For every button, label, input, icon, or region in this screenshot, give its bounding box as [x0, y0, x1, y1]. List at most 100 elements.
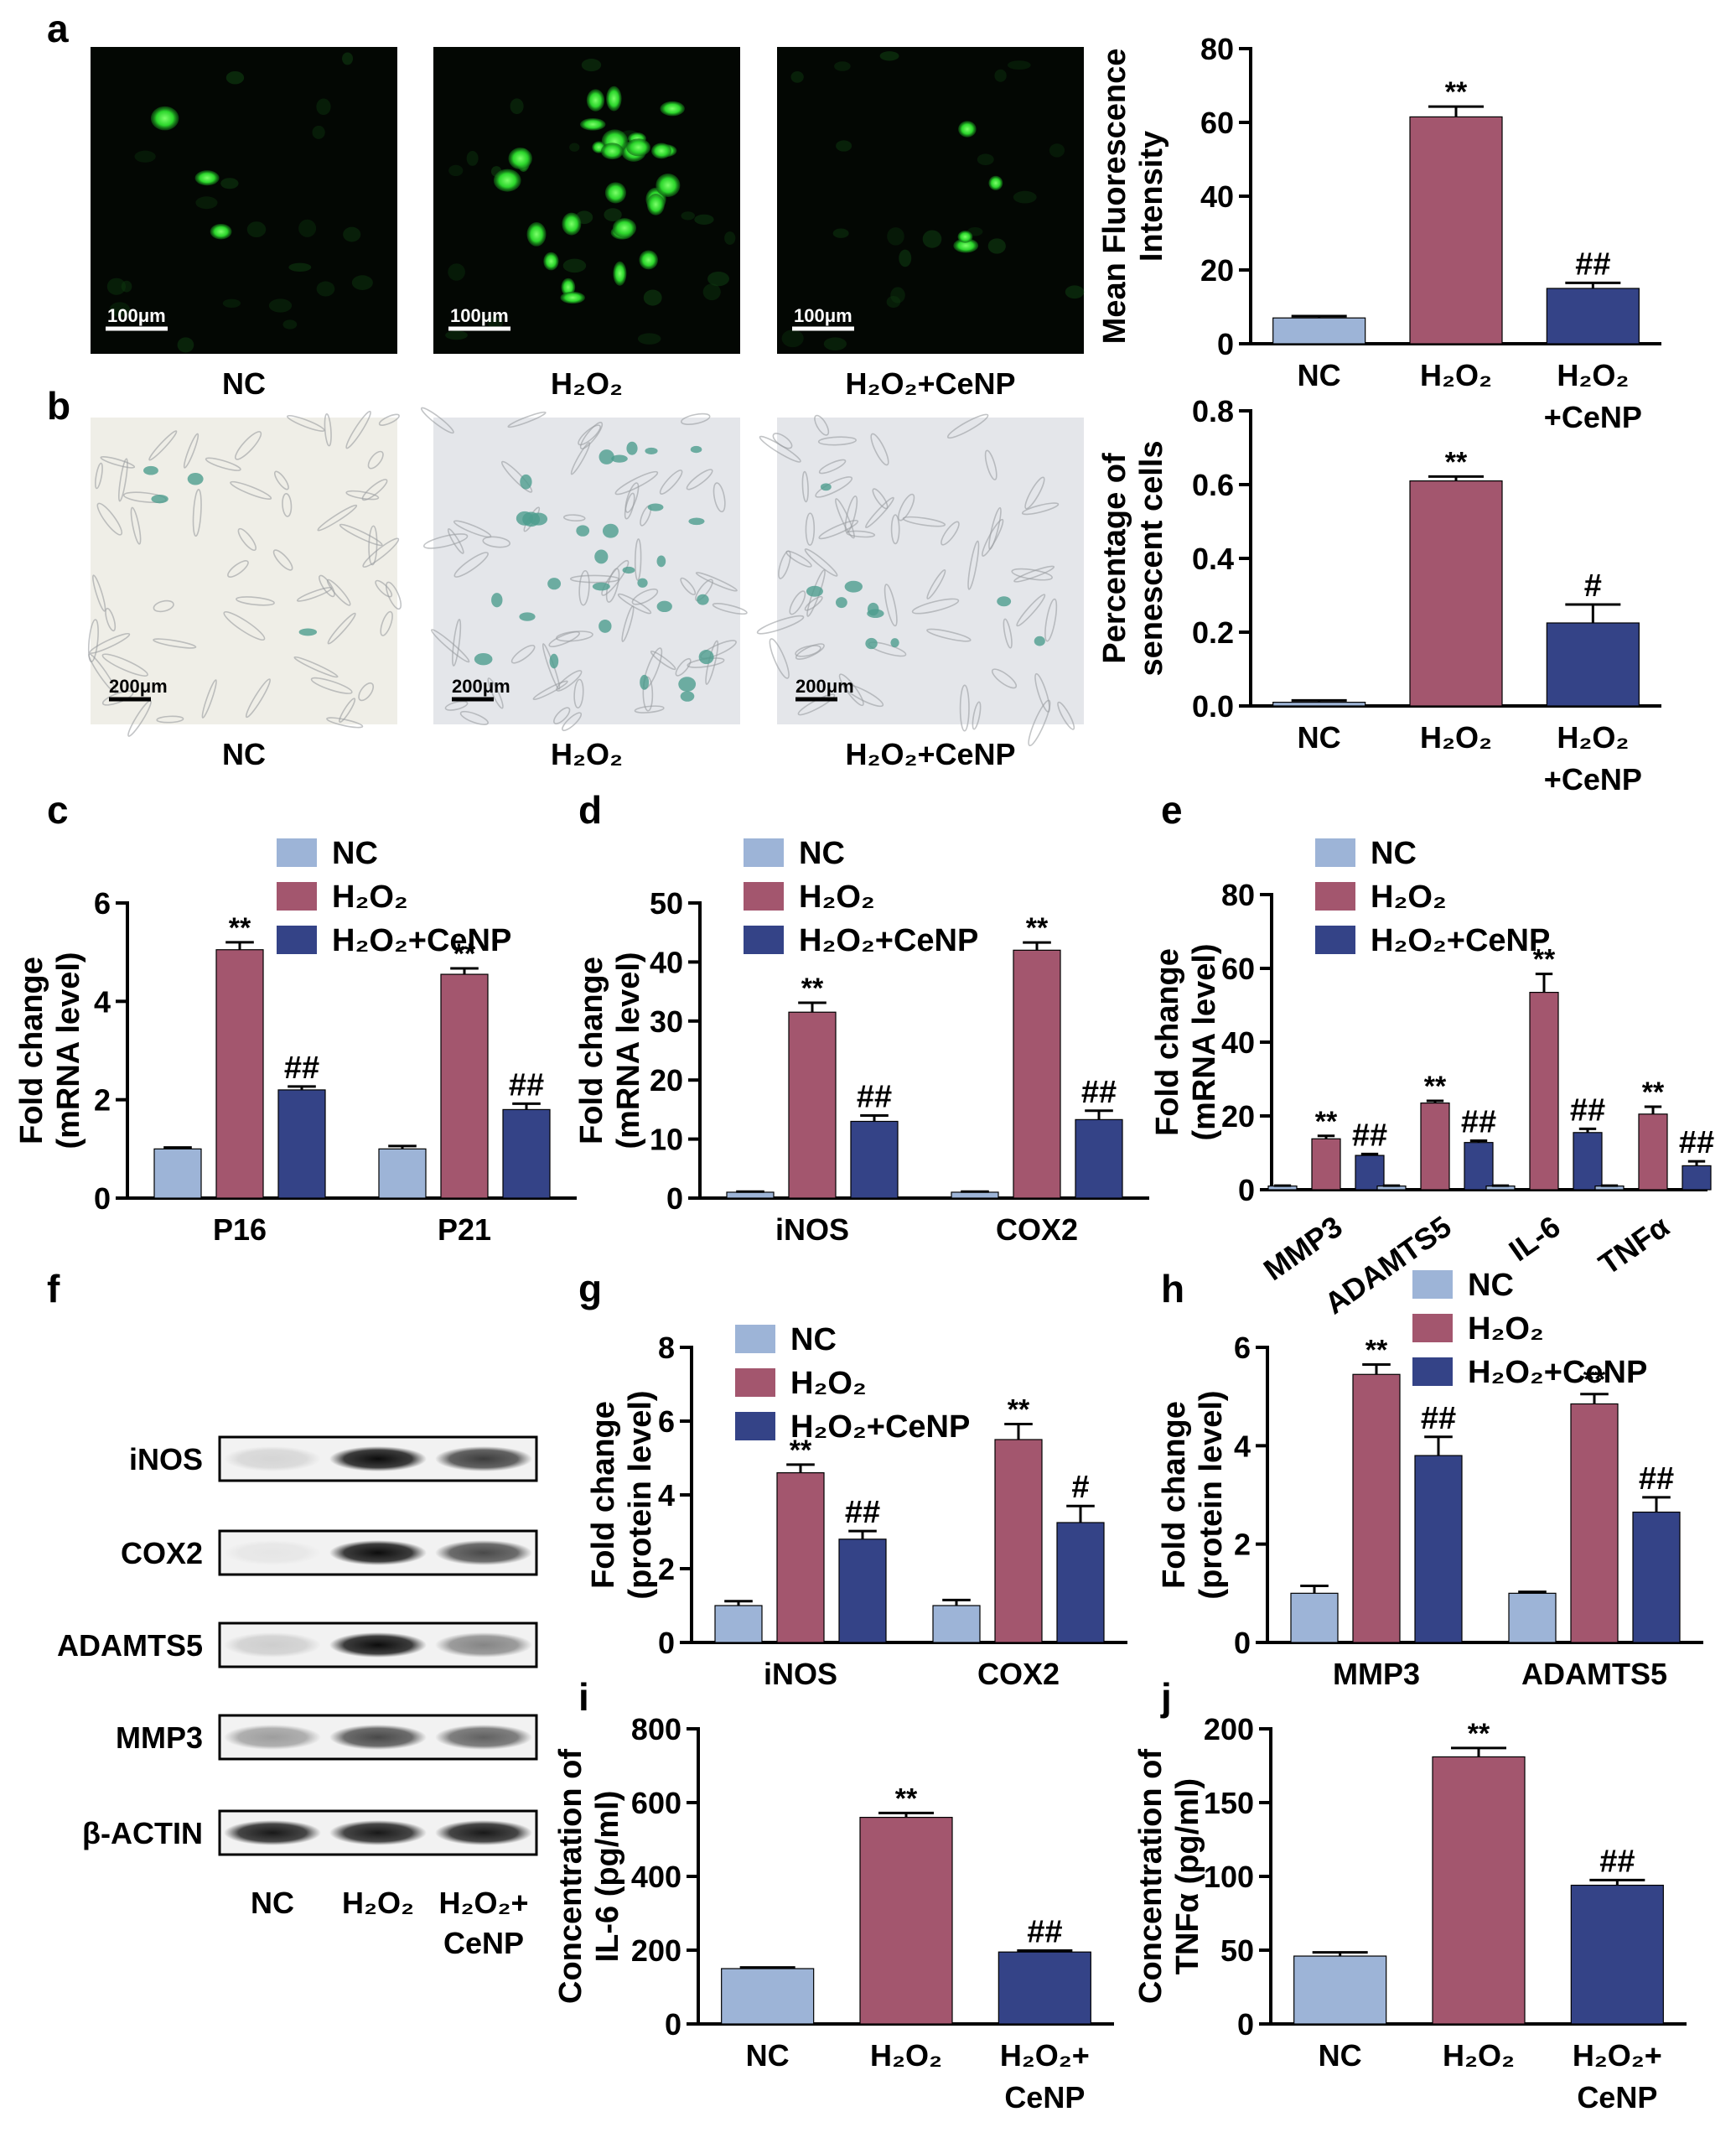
scale-bar-label: 200μm	[452, 676, 510, 697]
significance-marker: **	[790, 1435, 812, 1466]
blot-band	[224, 1446, 321, 1471]
significance-marker: ##	[857, 1079, 892, 1114]
fluorescent-cell	[953, 238, 979, 253]
fluorescent-cell	[604, 182, 626, 204]
cell-outline	[326, 579, 351, 606]
y-tick-label: 60	[1221, 952, 1255, 986]
y-tick-label: 600	[631, 1786, 681, 1820]
panel-letter-j: j	[1160, 1675, 1172, 1719]
panel-letter-h: h	[1161, 1267, 1184, 1310]
stained-cell	[890, 638, 899, 648]
cell-outline	[795, 645, 821, 657]
bar	[1529, 991, 1559, 1191]
cell-outline	[1024, 476, 1045, 510]
y-tick-label: 20	[650, 1063, 683, 1097]
bar	[277, 1089, 326, 1199]
scale-bar-label: 200μm	[109, 676, 168, 697]
legend-swatch	[1315, 838, 1355, 867]
dim-cell	[702, 283, 721, 301]
significance-marker: ##	[1679, 1125, 1714, 1160]
x-tick-label: IL-6	[1503, 1209, 1567, 1268]
cell-outline	[573, 678, 584, 709]
dim-cell	[581, 59, 602, 72]
significance-marker: ##	[1421, 1401, 1456, 1436]
y-tick-label: 2	[658, 1552, 675, 1586]
x-tick-label: CeNP	[1577, 2080, 1657, 2114]
legend-swatch	[744, 882, 784, 911]
dim-cell	[316, 98, 331, 116]
significance-marker: **	[1315, 1106, 1338, 1138]
micrograph-label: NC	[222, 366, 266, 401]
significance-marker: ##	[1575, 246, 1610, 282]
cell-outline	[223, 611, 266, 641]
y-tick-label: 2	[94, 1083, 111, 1118]
bar	[1013, 949, 1061, 1199]
western-blot: iNOS COX2 ADAMTS5 MMP3 β-ACTIN NC H₂O₂ H₂O₂+ CeN…	[57, 1435, 538, 1960]
x-tick-label: COX2	[996, 1212, 1078, 1247]
cell-outline	[89, 632, 131, 654]
dim-cell	[316, 281, 335, 297]
bar	[1352, 1373, 1401, 1643]
significance-marker: **	[801, 973, 824, 1004]
cell-outline	[712, 603, 748, 615]
fluorescent-cell	[651, 143, 671, 159]
dim-cell	[298, 219, 317, 237]
dim-cell	[899, 249, 912, 267]
stained-cell	[836, 597, 847, 609]
significance-marker: ##	[845, 1495, 880, 1530]
dim-cell	[994, 69, 1007, 82]
y-tick-label: 400	[631, 1860, 681, 1894]
bar	[1056, 1522, 1105, 1643]
stained-cell	[599, 619, 612, 633]
stained-cell	[474, 652, 493, 666]
stained-cell	[143, 465, 158, 475]
stained-cell	[806, 585, 823, 597]
bar	[1409, 480, 1503, 707]
micrograph-a-1: 100μm H₂O₂	[433, 47, 740, 401]
x-tick-label: TNFα	[1593, 1209, 1676, 1281]
stained-cell	[867, 609, 884, 619]
dim-cell	[222, 298, 241, 309]
scale-bar-label: 100μm	[794, 305, 852, 326]
y-tick-label: 800	[631, 1712, 681, 1746]
stained-cell	[656, 555, 666, 568]
bar	[998, 1951, 1091, 2025]
cell-outline	[487, 677, 504, 709]
stained-cell	[594, 549, 609, 564]
lane-label: NC	[251, 1886, 294, 1920]
dim-cell	[268, 298, 293, 313]
cell-outline	[778, 550, 791, 579]
cell-outline	[245, 678, 271, 719]
cell-outline	[579, 422, 604, 450]
y-axis-label: Fold change(protein level)	[1157, 1390, 1229, 1599]
cell-outline	[482, 536, 511, 548]
stained-cell	[549, 653, 559, 669]
x-tick-label: NC	[1298, 358, 1341, 392]
y-tick-label: 0	[94, 1181, 111, 1216]
cell-outline	[1044, 598, 1058, 642]
cell-outline	[884, 584, 898, 627]
cell-outline	[227, 560, 249, 578]
significance-marker: **	[895, 1782, 918, 1814]
fluorescent-cell	[543, 252, 559, 271]
blot-band	[224, 1820, 321, 1845]
y-tick-label: 20	[1200, 253, 1234, 288]
dim-cell	[890, 287, 905, 304]
x-tick-label: P21	[438, 1212, 491, 1247]
bar	[850, 1120, 899, 1199]
blot-band	[329, 1725, 427, 1750]
lane-label: H₂O₂	[342, 1886, 414, 1920]
cell-outline	[339, 523, 383, 547]
stained-cell	[997, 596, 1012, 607]
fluorescent-cell	[958, 121, 977, 138]
legend-label: NC	[332, 836, 378, 871]
significance-marker: **	[1642, 1077, 1665, 1108]
cell-outline	[205, 457, 241, 471]
protein-label: β-ACTIN	[82, 1816, 203, 1850]
blot-band	[329, 1540, 427, 1565]
cell-outline	[326, 717, 364, 729]
micrograph-background	[777, 47, 1084, 354]
x-tick-label: H₂O₂+	[1000, 2038, 1090, 2073]
